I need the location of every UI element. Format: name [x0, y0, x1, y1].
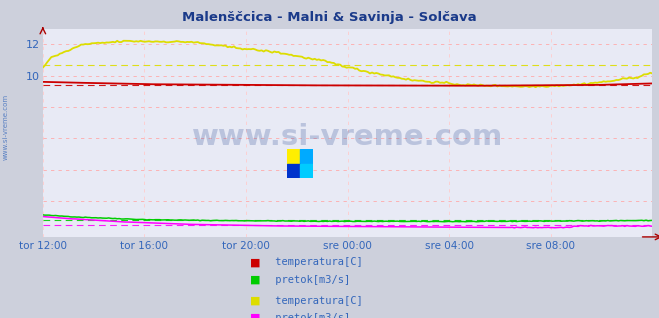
Text: Malenščcica - Malni & Savinja - Solčava: Malenščcica - Malni & Savinja - Solčava	[182, 11, 477, 24]
Bar	[287, 164, 300, 178]
Bar	[300, 164, 313, 178]
Text: www.si-vreme.com: www.si-vreme.com	[192, 123, 503, 151]
Text: www.si-vreme.com: www.si-vreme.com	[2, 94, 9, 160]
Text: pretok[m3/s]: pretok[m3/s]	[269, 275, 350, 285]
Text: temperatura[C]: temperatura[C]	[269, 295, 362, 306]
Text: temperatura[C]: temperatura[C]	[269, 257, 362, 267]
Text: ■: ■	[250, 295, 261, 306]
Bar	[300, 149, 313, 164]
Text: pretok[m3/s]: pretok[m3/s]	[269, 313, 350, 318]
Bar	[287, 149, 300, 164]
Text: ■: ■	[250, 313, 261, 318]
Text: ■: ■	[250, 275, 261, 285]
Text: ■: ■	[250, 257, 261, 267]
